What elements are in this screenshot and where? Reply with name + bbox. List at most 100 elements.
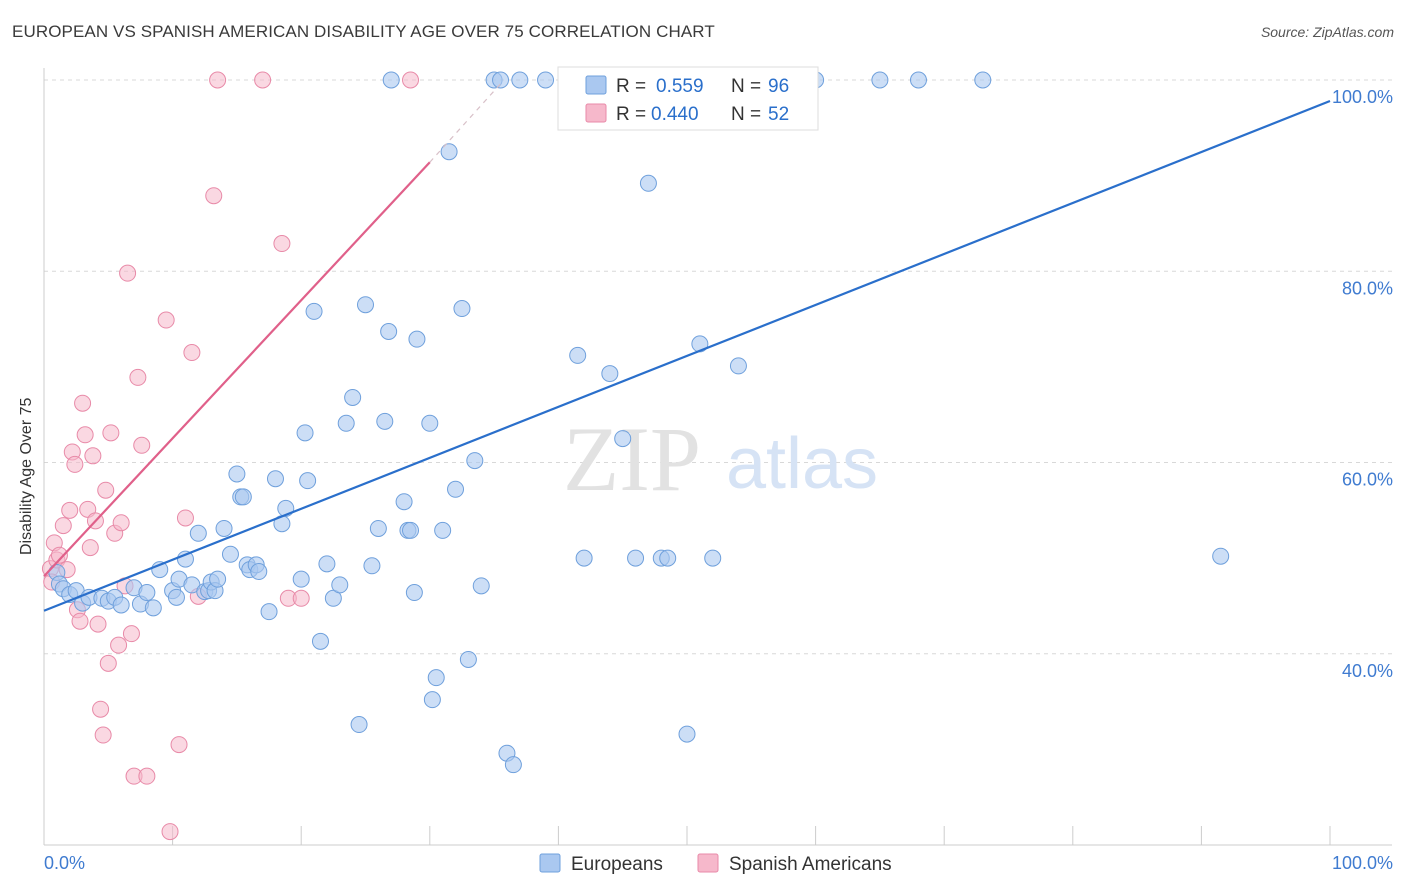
spanish-american-point [76, 426, 94, 444]
y-tick-label-100: 100.0% [1332, 87, 1393, 107]
spanish-american-point [66, 455, 84, 473]
spanish-american-point [402, 71, 420, 89]
spanish-american-point [50, 546, 68, 564]
stats-r-value-1: 0.559 [656, 76, 704, 97]
european-point [228, 465, 246, 483]
european-point [453, 300, 471, 318]
spanish-american-point [209, 71, 227, 89]
stats-swatch-europeans [585, 75, 607, 95]
european-point [421, 414, 439, 432]
spanish-american-point [71, 612, 89, 630]
y-axis-label-wrap: Disability Age Over 75 [18, 398, 38, 555]
european-point [402, 521, 420, 539]
european-point [729, 357, 747, 375]
european-point [395, 493, 413, 511]
spanish-american-point [102, 424, 120, 442]
spanish-american-point [84, 447, 102, 465]
european-point [440, 143, 458, 161]
spanish-american-point [61, 501, 79, 519]
axes [43, 68, 1392, 846]
legend-label-europeans: Europeans [571, 854, 663, 875]
chart-title: EUROPEAN VS SPANISH AMERICAN DISABILITY … [12, 22, 715, 41]
european-point [659, 549, 677, 567]
european-point [234, 488, 252, 506]
spanish-american-point [112, 514, 130, 532]
spanish-american-point [74, 394, 92, 412]
european-point [504, 756, 522, 774]
spanish-american-point [99, 654, 117, 672]
european-point [337, 414, 355, 432]
stats-n-label-1: N = [731, 76, 761, 97]
european-point [614, 430, 632, 448]
european-point [296, 424, 314, 442]
european-point [299, 472, 317, 490]
stats-legend: R = 0.559 N = 96 R = 0.440 N = 52 [557, 66, 819, 131]
spanish-american-point [133, 436, 151, 454]
european-point [318, 555, 336, 573]
spanish-american-point [138, 767, 156, 785]
european-point [363, 557, 381, 575]
european-point [250, 563, 268, 581]
european-point [331, 576, 349, 594]
european-point [369, 519, 387, 537]
european-point [380, 322, 398, 340]
european-point [221, 545, 239, 563]
spanish-americans-trend-line [43, 161, 431, 578]
legend-swatch-spanish-americans [697, 853, 719, 873]
europeans-trend-line [43, 100, 1331, 612]
tick-labels: 40.0% 60.0% 80.0% 100.0% 0.0% 100.0% [44, 87, 1393, 873]
european-point [209, 570, 227, 588]
source-credit: Source: ZipAtlas.com [1260, 24, 1394, 40]
series-legend: Europeans Spanish Americans [539, 853, 892, 875]
european-point [423, 691, 441, 709]
stats-swatch-spanish-americans [585, 103, 607, 123]
european-point [537, 71, 555, 89]
european-point [357, 296, 374, 314]
european-point [472, 577, 490, 595]
european-point [405, 584, 423, 602]
european-point [447, 480, 465, 498]
european-point [601, 365, 619, 383]
european-point [144, 599, 162, 617]
y-tick-label-40: 40.0% [1342, 661, 1393, 681]
stats-r-label-1: R = [616, 76, 646, 97]
spanish-american-point [119, 264, 137, 282]
stats-n-value-1: 96 [768, 76, 789, 97]
spanish-american-point [97, 481, 115, 499]
european-point [350, 716, 368, 734]
european-point [167, 588, 185, 606]
spanish-american-point [161, 823, 179, 841]
european-point [138, 584, 156, 602]
x-tick-label-end: 100.0% [1332, 853, 1393, 873]
spanish-american-point [94, 726, 112, 744]
spanish-american-point [110, 636, 128, 654]
european-point [427, 669, 445, 687]
spanish-american-point [122, 625, 140, 643]
european-point [344, 388, 362, 406]
watermark-atlas: atlas [726, 424, 878, 504]
european-point [266, 470, 284, 488]
y-axis-label: Disability Age Over 75 [18, 397, 35, 555]
watermark-zip: ZIP [563, 408, 701, 510]
european-point [189, 524, 207, 542]
spanish-american-point [89, 615, 107, 633]
european-point [112, 596, 130, 614]
spanish-american-point [176, 509, 194, 527]
x-tick-label-start: 0.0% [44, 853, 85, 873]
european-point [434, 521, 452, 539]
y-tick-label-60: 60.0% [1342, 470, 1393, 490]
european-point [382, 71, 400, 89]
spanish-american-point [92, 700, 110, 718]
european-point [292, 570, 310, 588]
european-point [511, 71, 529, 89]
european-point [260, 603, 278, 621]
european-point [678, 725, 696, 743]
european-point [215, 519, 233, 537]
spanish-american-point [292, 589, 310, 607]
y-tick-label-80: 80.0% [1342, 278, 1393, 298]
spanish-americans-trend-extension [429, 83, 501, 163]
spanish-american-point [254, 71, 272, 89]
european-point [871, 71, 889, 89]
legend-label-spanish-americans: Spanish Americans [729, 854, 892, 875]
